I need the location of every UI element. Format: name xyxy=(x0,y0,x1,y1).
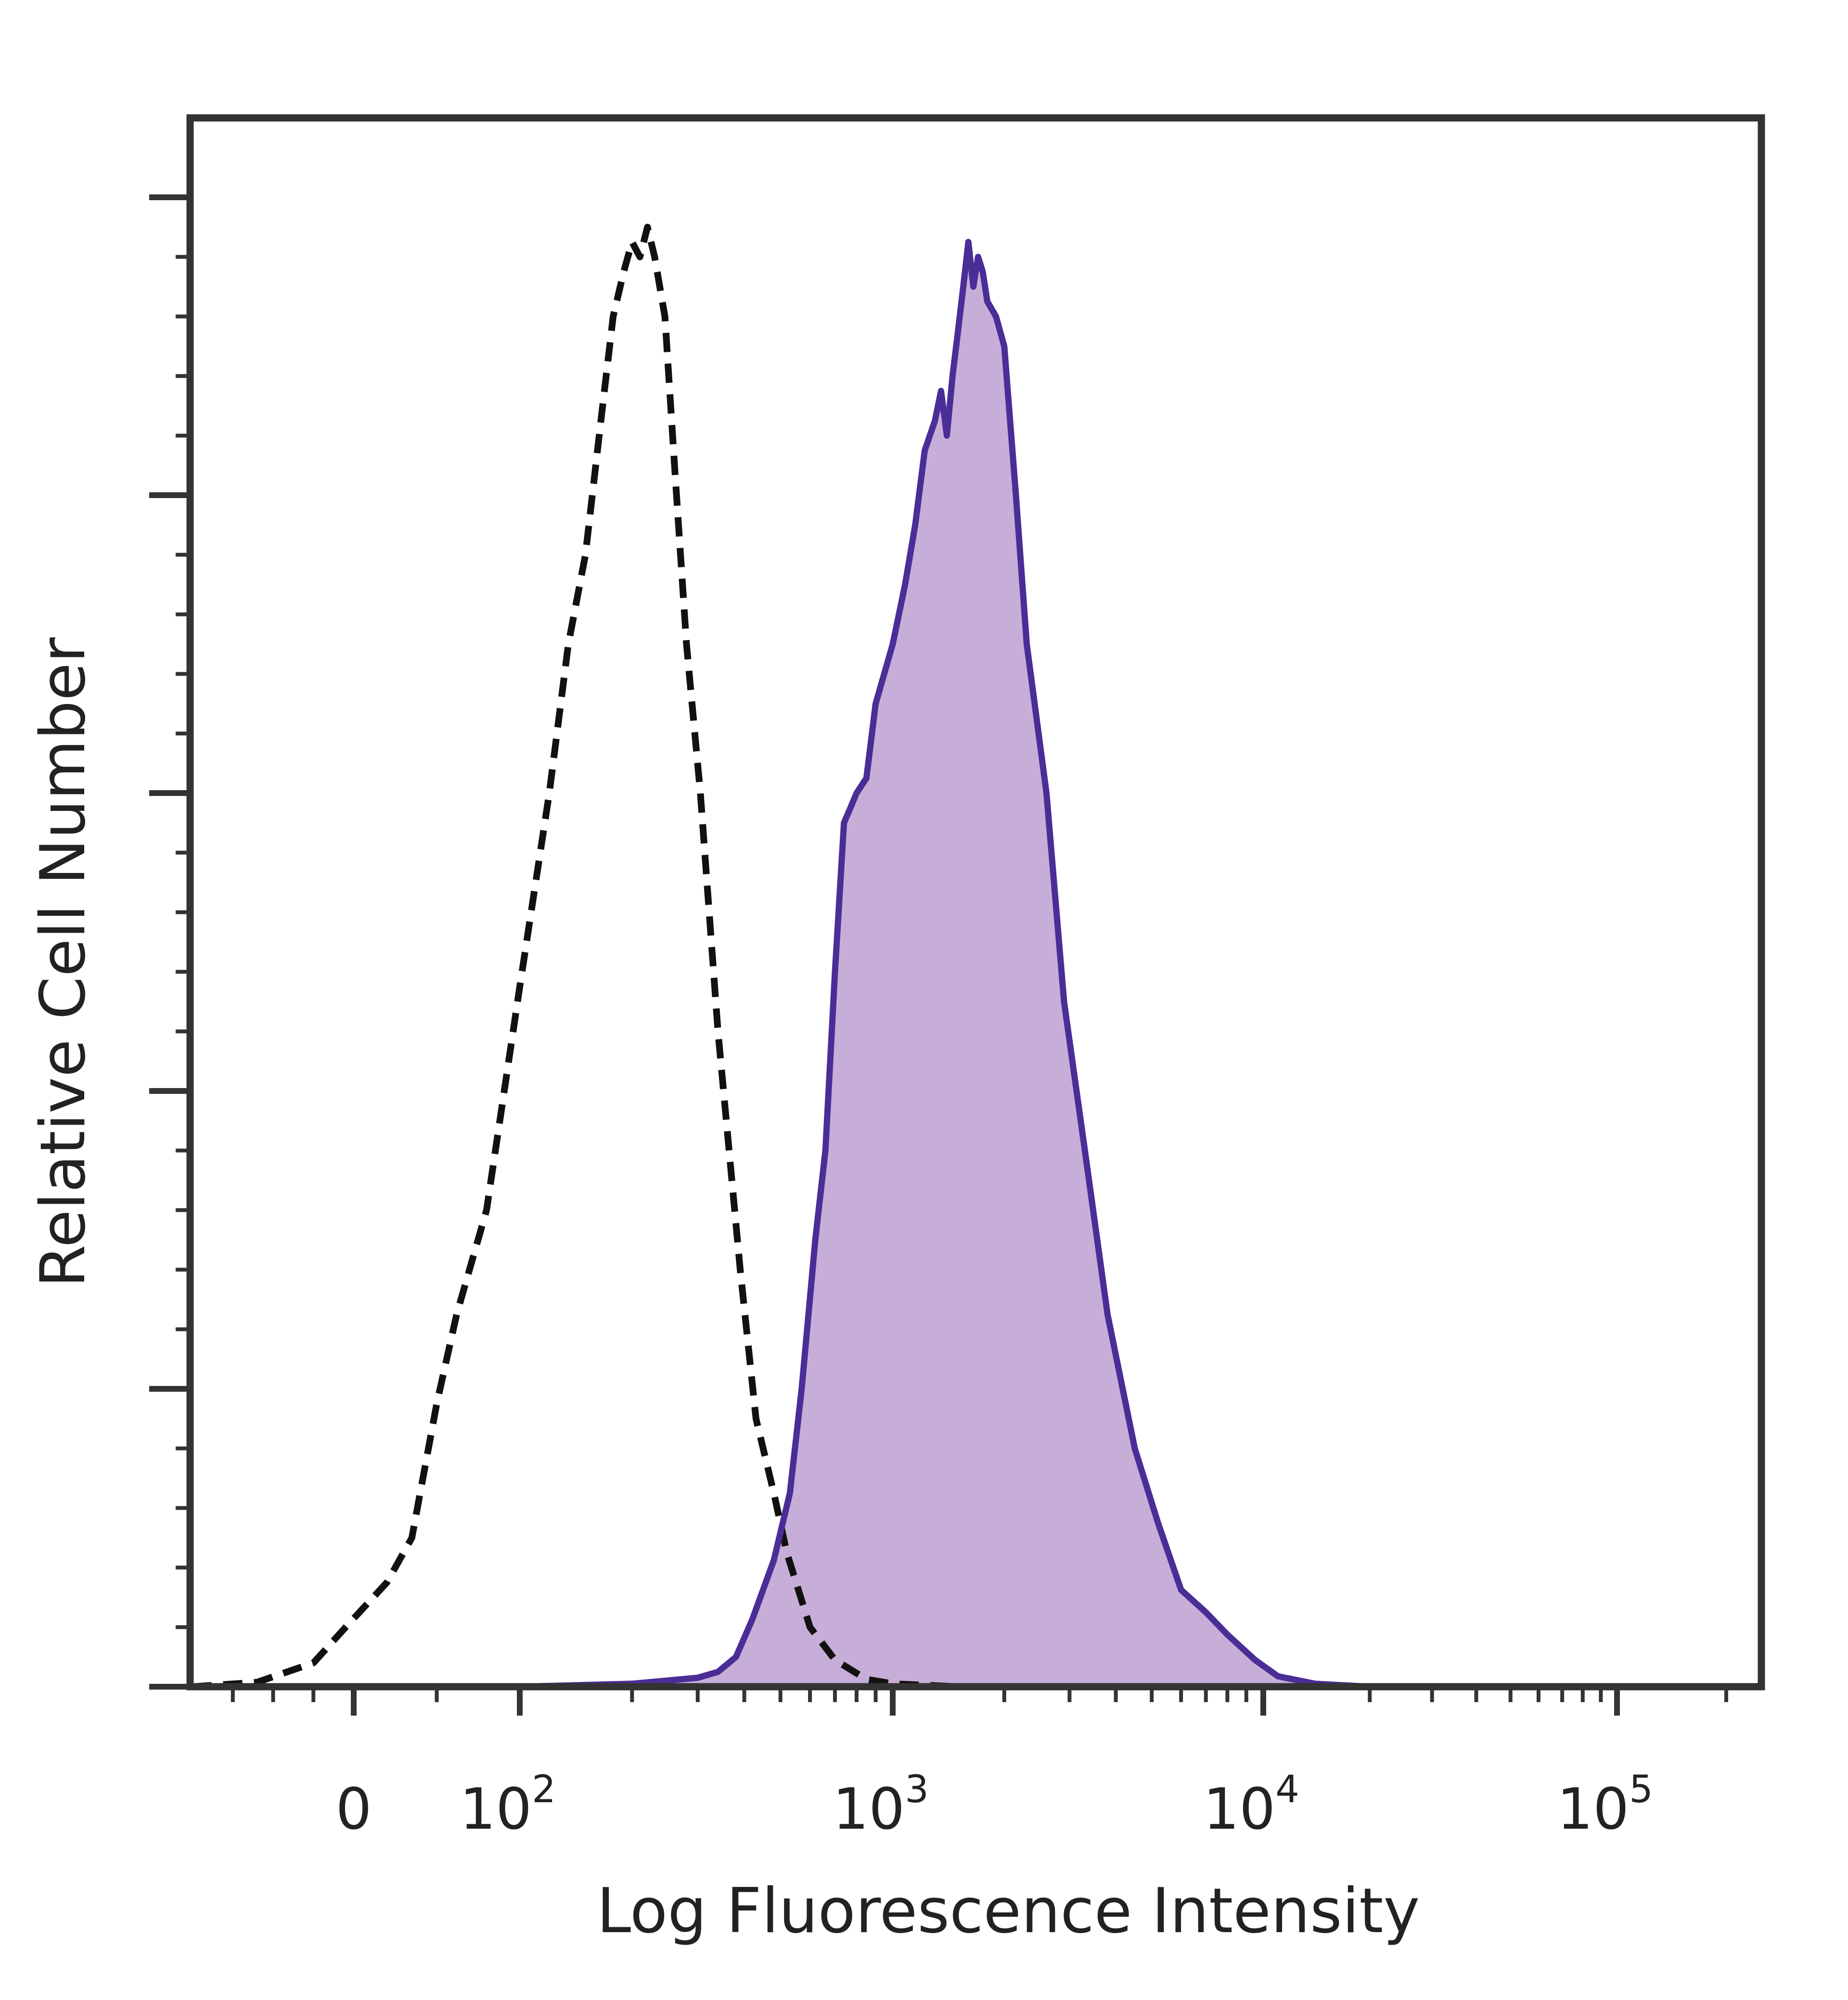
series-1-line xyxy=(192,223,1761,1690)
plot-frame xyxy=(186,114,1765,1691)
series-fills xyxy=(192,242,1761,1687)
series-lines xyxy=(192,223,1761,1690)
x-tick-label: 102 xyxy=(460,1768,556,1842)
x-tick-label: 105 xyxy=(1557,1768,1653,1842)
x-tick-label: 103 xyxy=(833,1768,929,1842)
x-axis-title: Log Fluorescence Intensity xyxy=(597,1875,1420,1947)
x-tick-labels: 0 102 103 104 105 xyxy=(335,1768,1653,1842)
x-tick-label: 0 xyxy=(335,1776,372,1842)
y-axis-title: Relative Cell Number xyxy=(27,637,99,1287)
series-2-fill xyxy=(192,242,1761,1687)
series-2-line xyxy=(192,239,1761,1690)
x-tick-label: 104 xyxy=(1203,1768,1299,1842)
